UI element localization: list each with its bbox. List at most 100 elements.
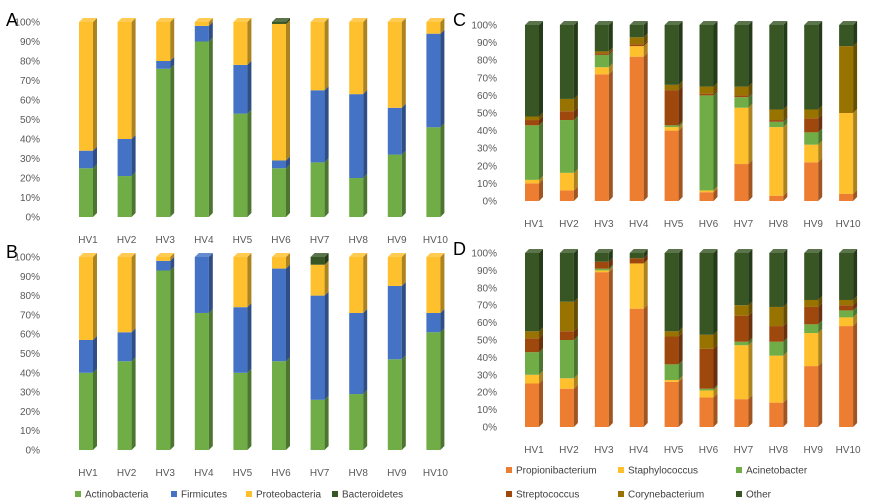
bar-segment-staphylococcus: [699, 190, 714, 193]
bar-segment-corynebacterium: [525, 116, 539, 121]
legend-label: Other: [746, 490, 772, 501]
x-category-label: HV8: [769, 219, 789, 230]
bar-segment-side: [678, 360, 683, 381]
bar-segment-firmicutes: [117, 332, 132, 362]
bar-segment-side: [643, 40, 648, 47]
bar-segment-staphylococcus: [629, 46, 644, 57]
bar-segment-firmicutes: [79, 339, 93, 373]
bar-segment-propionibacterium: [629, 56, 644, 202]
bar-segment-side: [678, 249, 683, 332]
bar-segment-side: [573, 336, 578, 379]
bar-segment-side: [748, 249, 753, 306]
bar-hv10: [426, 18, 445, 217]
bar-segment-propionibacterium: [594, 74, 609, 201]
bar-segment-other: [559, 25, 574, 99]
y-tick-label: 50%: [20, 115, 40, 126]
panel-label: A: [6, 10, 18, 30]
bar-segment-streptococcus: [559, 111, 574, 121]
bar-segment-side: [818, 249, 823, 300]
x-category-label: HV2: [559, 219, 579, 230]
bar-segment-side: [573, 384, 578, 427]
x-category-label: HV3: [155, 468, 175, 479]
y-tick-label: 30%: [20, 154, 40, 165]
bar-segment-staphylococcus: [769, 127, 784, 196]
bar-segment-propionibacterium: [525, 383, 539, 427]
x-category-label: HV1: [78, 468, 98, 479]
bar-segment-side: [247, 18, 252, 65]
bar-segment-firmicutes: [426, 312, 441, 333]
bar-segment-side: [678, 86, 683, 126]
bar-segment-side: [678, 327, 683, 337]
x-category-label: HV3: [155, 235, 175, 246]
bar-segment-firmicutes: [349, 94, 364, 178]
bar-segment-side: [539, 21, 543, 117]
bar-segment-side: [401, 281, 406, 360]
panel-d: D 0% 10% 20% 30% 40% 50% 60% 70% 80% 90% 100% HV1 HV2…: [453, 239, 861, 456]
legend-item: Proteobacteria: [246, 490, 321, 501]
x-category-label: HV9: [803, 445, 823, 456]
bar-segment-side: [324, 18, 329, 91]
bar-segment-proteobacteria: [194, 22, 209, 26]
bar-segment-side: [678, 80, 683, 91]
bar-segment-actinobacteria: [310, 399, 325, 450]
y-tick-label: 0%: [483, 197, 498, 208]
bar-segment-actinobacteria: [233, 372, 248, 450]
bar-hv5: [664, 21, 683, 201]
bar-top-cap: [769, 21, 788, 25]
panel-label: B: [6, 242, 18, 262]
bar-segment-streptococcus: [839, 305, 854, 311]
bar-segment-side: [573, 374, 578, 389]
bar-segment-acinetobacter: [559, 120, 574, 173]
bar-segment-side: [324, 291, 329, 400]
bar-segment-propionibacterium: [839, 193, 854, 201]
bar-segment-other: [699, 25, 714, 87]
bar-top-cap: [349, 18, 368, 22]
bar-segment-firmicutes: [156, 61, 171, 69]
bar-segment-actinobacteria: [194, 312, 209, 450]
bar-segment-side: [170, 256, 175, 271]
legend-item: Bacteroidetes: [332, 490, 403, 501]
bar-segment-corynebacterium: [629, 37, 644, 45]
y-tick-label: 80%: [20, 57, 40, 68]
y-tick-label: 100%: [14, 253, 40, 264]
x-category-label: HV6: [699, 219, 719, 230]
bar-segment-side: [440, 29, 445, 128]
bar-segment-acinetobacter: [699, 95, 714, 191]
bar-segment-acinetobacter: [525, 352, 539, 375]
bar-hv7: [310, 18, 329, 217]
bar-segment-side: [324, 395, 329, 450]
bar-segment-side: [573, 186, 578, 201]
bar-top-cap: [310, 253, 329, 257]
x-category-label: HV8: [348, 468, 368, 479]
bar-segment-proteobacteria: [117, 22, 132, 139]
bar-segment-side: [853, 42, 858, 114]
bar-segment-propionibacterium: [525, 183, 539, 201]
bar-segment-firmicutes: [272, 160, 286, 169]
bar-segment-streptococcus: [699, 93, 714, 96]
bar-segment-side: [363, 390, 368, 450]
bar-segment-side: [401, 103, 406, 155]
bar-segment-propionibacterium: [734, 399, 749, 427]
bar-segment-proteobacteria: [272, 257, 286, 269]
legend-label: Acinetobacter: [746, 466, 808, 477]
bar-segment-side: [93, 253, 97, 340]
bar-segment-side: [818, 295, 823, 307]
bar-segment-side: [539, 116, 543, 126]
bar-segment-streptococcus: [629, 258, 644, 264]
bar-segment-side: [818, 128, 823, 145]
x-category-label: HV5: [233, 235, 253, 246]
bar-segment-side: [170, 266, 175, 450]
bar-segment-side: [363, 253, 368, 313]
x-category-label: HV9: [387, 235, 407, 246]
bar-segment-other: [525, 253, 539, 332]
bar-segment-staphylococcus: [734, 345, 749, 400]
legend-item: Propionibacterium: [506, 466, 597, 477]
bar-segment-other: [629, 25, 644, 38]
bar-segment-proteobacteria: [156, 257, 171, 261]
bar-segment-corynebacterium: [664, 84, 679, 91]
bar-segment-side: [131, 18, 136, 139]
bar-segment-side: [131, 253, 136, 333]
bar-segment-side: [748, 82, 753, 96]
bar-segment-side: [608, 257, 613, 269]
bar-segment-side: [247, 368, 252, 450]
